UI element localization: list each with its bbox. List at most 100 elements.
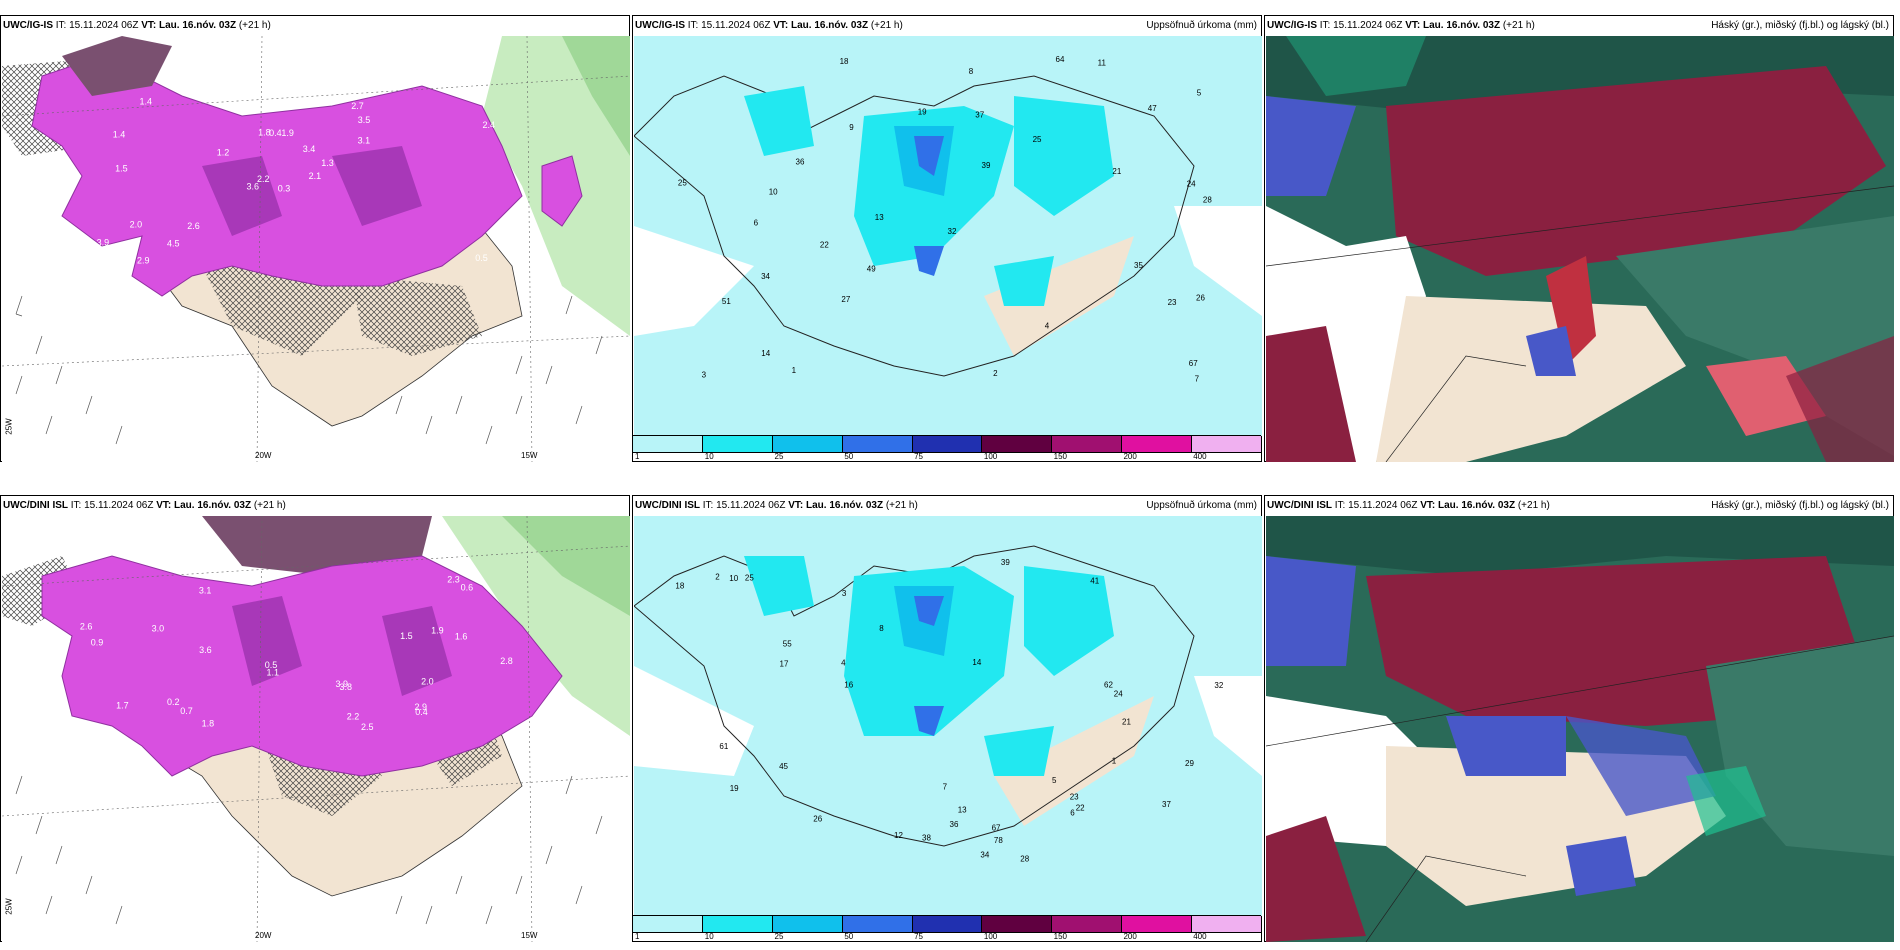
panel-clouds-dini: UWC/DINI ISL IT: 15.11.2024 06Z VT: Lau.… bbox=[1264, 495, 1894, 942]
colorbar-swatch bbox=[982, 916, 1053, 932]
map-value-label: 5 bbox=[1197, 88, 1202, 97]
map-value-label: 41 bbox=[1090, 577, 1099, 586]
map-value-label: 21 bbox=[1122, 717, 1131, 726]
map-value-label: 1.9 bbox=[431, 626, 444, 636]
map-value-label: 3 bbox=[702, 371, 707, 380]
colorbar-swatch bbox=[842, 916, 913, 932]
map-value-label: 51 bbox=[722, 297, 731, 306]
map-value-label: 5 bbox=[1052, 776, 1057, 785]
map-value-label: 37 bbox=[975, 111, 984, 120]
map-value-label: 34 bbox=[980, 851, 989, 860]
lon-label-25w: 25W bbox=[4, 418, 14, 435]
map-value-label: 25 bbox=[678, 178, 687, 187]
map-value-label: 36 bbox=[796, 158, 805, 167]
map-value-label: 22 bbox=[1076, 803, 1085, 812]
map-value-label: 2.1 bbox=[309, 171, 322, 181]
map-value-label: 1.8 bbox=[202, 719, 215, 729]
colorbar-tick-label: 400 bbox=[1193, 452, 1207, 461]
map-value-label: 1 bbox=[792, 366, 797, 375]
panel-field-label: Uppsöfnuð úrkoma (mm) bbox=[1146, 500, 1257, 511]
colorbar-swatch bbox=[1052, 916, 1123, 932]
map-value-label: 21 bbox=[1112, 167, 1121, 176]
map-value-label: 12 bbox=[894, 831, 903, 840]
precip-colorbar: 1 10 25 50 75 100 150 200 400 bbox=[633, 915, 1262, 941]
map-value-label: 67 bbox=[992, 823, 1001, 832]
colorbar-tick-label: 50 bbox=[844, 932, 854, 941]
map-value-label: 2.0 bbox=[421, 676, 434, 686]
colorbar-tick-label: 50 bbox=[844, 452, 854, 461]
colorbar-tick-label: 75 bbox=[914, 452, 924, 461]
colorbar-swatch bbox=[912, 436, 983, 452]
colorbar-swatches bbox=[633, 435, 1262, 453]
colorbar-swatch bbox=[842, 436, 913, 452]
map-value-label: 3.5 bbox=[358, 115, 371, 125]
map-value-label: 22 bbox=[820, 241, 829, 250]
map-value-label: 3.0 bbox=[152, 624, 165, 634]
map-value-label: 1.2 bbox=[217, 148, 230, 158]
map-value-label: 2.6 bbox=[80, 622, 93, 632]
map-value-label: 0.3 bbox=[278, 183, 291, 193]
map-value-label: 3.4 bbox=[303, 144, 316, 154]
map-value-label: 18 bbox=[675, 582, 684, 591]
map-value-label: 28 bbox=[1020, 854, 1029, 863]
map-value-label: 18 bbox=[840, 57, 849, 66]
colorbar-swatch bbox=[1192, 436, 1262, 452]
map-value-label: 19 bbox=[918, 108, 927, 117]
map-value-label: 3.7 bbox=[97, 246, 110, 256]
map-value-label: 67 bbox=[1189, 359, 1198, 368]
map-value-label: 9 bbox=[849, 123, 854, 132]
map-value-label: 36 bbox=[950, 820, 959, 829]
map-value-label: 1.8 bbox=[258, 128, 271, 138]
map-value-label: 14 bbox=[761, 349, 770, 358]
panel-title: UWC/DINI ISL IT: 15.11.2024 06Z VT: Lau.… bbox=[1267, 500, 1550, 511]
map-value-label: 10 bbox=[769, 188, 778, 197]
colorbar-swatch bbox=[772, 436, 843, 452]
map-value-label: 64 bbox=[1056, 55, 1065, 64]
colorbar-swatch bbox=[772, 916, 843, 932]
cloud-map bbox=[1266, 516, 1894, 942]
map-value-label: 38 bbox=[922, 834, 931, 843]
map-value-label: 3.6 bbox=[199, 645, 212, 655]
map-value-label: 2.5 bbox=[361, 722, 374, 732]
map-value-label: 25 bbox=[745, 574, 754, 583]
map-value-label: 2.4 bbox=[483, 120, 496, 130]
colorbar-swatch bbox=[633, 916, 703, 932]
map-value-label: 37 bbox=[1162, 800, 1171, 809]
map-value-label: 11 bbox=[1098, 58, 1107, 67]
colorbar-tick-label: 1 bbox=[635, 452, 640, 461]
map-value-label: 17 bbox=[780, 659, 789, 668]
colorbar-tick-label: 25 bbox=[774, 932, 784, 941]
panel-title: UWC/DINI ISL IT: 15.11.2024 06Z VT: Lau.… bbox=[3, 500, 286, 511]
lon-label-15w: 15W bbox=[521, 451, 538, 460]
map-value-label: 6 bbox=[1070, 809, 1075, 818]
map-value-label: 1.4 bbox=[140, 97, 153, 107]
precip-map: 12 13 14 18 32 19 36 61 62 55 45 37 38 28 41 78 23 22 29 24… bbox=[634, 516, 1262, 916]
map-value-label: 2.0 bbox=[130, 219, 143, 229]
map-value-label: 0.9 bbox=[91, 637, 104, 647]
map-value-label: 0.2 bbox=[167, 697, 180, 707]
map-value-label: 1.9 bbox=[281, 128, 294, 138]
map-value-label: 32 bbox=[1214, 681, 1223, 690]
colorbar-swatch bbox=[1122, 436, 1193, 452]
lon-label-20w: 20W bbox=[255, 931, 272, 940]
map-value-label: 32 bbox=[948, 227, 957, 236]
colorbar-swatch bbox=[982, 436, 1053, 452]
colorbar-swatch bbox=[1192, 916, 1262, 932]
map-value-label: 47 bbox=[1148, 104, 1157, 113]
map-value-label: 4 bbox=[1045, 322, 1050, 331]
map-value-label: 3 bbox=[842, 589, 847, 598]
colorbar-tick-label: 100 bbox=[983, 452, 998, 461]
map-value-label: 27 bbox=[841, 295, 850, 304]
colorbar-swatch bbox=[633, 436, 703, 452]
map-value-label: 3.9 bbox=[97, 237, 110, 247]
map-value-label: 2.7 bbox=[351, 101, 364, 111]
panel-clouds-igis: UWC/IG-IS IT: 15.11.2024 06Z VT: Lau. 16… bbox=[1264, 15, 1894, 462]
colorbar-tick-label: 400 bbox=[1193, 932, 1207, 941]
panel-title: UWC/IG-IS IT: 15.11.2024 06Z VT: Lau. 16… bbox=[1267, 20, 1535, 31]
map-value-label: 7 bbox=[1195, 374, 1200, 383]
map-value-label: 13 bbox=[958, 806, 967, 815]
map-value-label: 2.3 bbox=[447, 575, 460, 585]
lon-label-20w: 20W bbox=[255, 451, 272, 460]
map-value-label: 23 bbox=[1168, 298, 1177, 307]
map-value-label: 26 bbox=[813, 815, 822, 824]
